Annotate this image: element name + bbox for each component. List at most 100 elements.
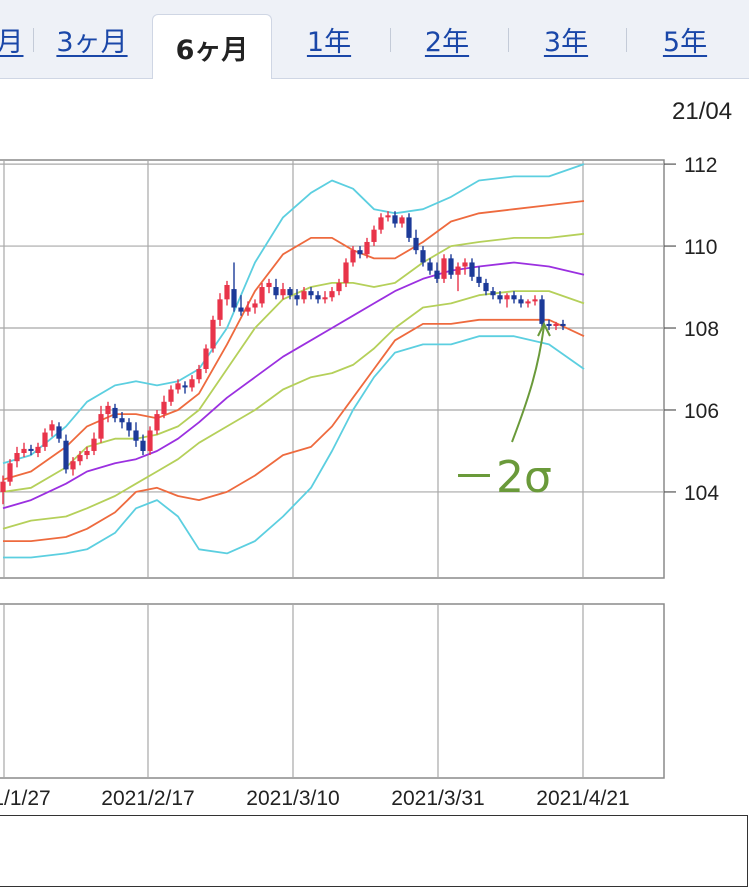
candle-body: [168, 389, 174, 402]
candle-body: [546, 323, 552, 326]
candle-body: [105, 405, 111, 415]
tab-3-years[interactable]: 3年: [543, 26, 589, 58]
candle-body: [140, 440, 146, 451]
candlesticks: [0, 211, 566, 505]
candle-body: [147, 430, 153, 451]
y-tick-label: 112: [684, 154, 717, 177]
candle-body: [56, 426, 62, 439]
candle-body: [336, 282, 342, 292]
candle-body: [28, 448, 34, 451]
plot-frame: [0, 159, 665, 579]
candle-body: [539, 299, 545, 324]
annotation-arrow-line: [511, 325, 545, 443]
candle-body: [175, 383, 181, 390]
candle-body: [448, 258, 454, 275]
candle-body: [350, 250, 356, 263]
y-tick-label: 106: [684, 400, 719, 423]
candle-body: [91, 438, 97, 451]
series-line-+3σ: [2, 163, 585, 465]
candle-body: [462, 262, 468, 267]
candle-body: [98, 414, 104, 439]
candle-body: [49, 424, 55, 431]
candle-body: [84, 450, 90, 456]
candle-body: [63, 440, 69, 470]
candle-body: [441, 258, 447, 279]
sigma-annotation: －2σ: [452, 321, 552, 503]
candle-body: [427, 262, 433, 271]
subplot-frame: [0, 603, 665, 779]
candle-body: [35, 446, 41, 454]
candle-body: [210, 319, 216, 349]
tab-2-years[interactable]: 2年: [424, 26, 470, 58]
candle-body: [420, 250, 426, 263]
candle-body: [231, 289, 237, 308]
candle-body: [511, 295, 517, 300]
candle-body: [287, 289, 293, 296]
date-label: 21/04: [672, 98, 733, 125]
candle-body: [161, 401, 167, 415]
candle-body: [259, 287, 265, 304]
candle-body: [553, 323, 559, 326]
candle-body: [406, 217, 412, 238]
candle-body: [518, 299, 524, 304]
x-axis: 2021/1/27 2021/2/17 2021/3/10 2021/3/31 2021…: [0, 787, 630, 810]
tab-separator: [508, 28, 509, 52]
candle-body: [217, 299, 223, 320]
candle-body: [560, 323, 566, 326]
candle-body: [532, 299, 538, 302]
candle-body: [490, 291, 496, 296]
candle-body: [434, 270, 440, 279]
y-tick-label: 108: [684, 318, 719, 341]
candle-body: [0, 481, 6, 492]
tab-1-month[interactable]: 月: [0, 26, 24, 58]
annotation-arrow-head: [537, 321, 551, 337]
candle-body: [280, 289, 286, 296]
candle-body: [315, 295, 321, 300]
candle-body: [252, 303, 258, 308]
candle-body: [126, 422, 132, 431]
candle-body: [385, 215, 391, 218]
candle-body: [133, 430, 139, 441]
tab-separator: [390, 28, 391, 52]
candle-body: [154, 414, 160, 431]
tab-1-year[interactable]: 1年: [306, 26, 352, 58]
tab-separator: [33, 28, 34, 52]
candle-body: [364, 241, 370, 255]
tab-3-months[interactable]: 3ヶ月: [56, 26, 128, 58]
series-line--1σ: [2, 290, 585, 530]
candle-body: [371, 229, 377, 242]
candle-body: [504, 295, 510, 300]
x-tick-label: 2021/2/17: [101, 787, 194, 810]
y-tick-label: 110: [684, 236, 717, 259]
candle-body: [322, 297, 328, 300]
candle-body: [21, 448, 27, 454]
candle-body: [469, 262, 475, 277]
candle-body: [189, 379, 195, 388]
y-tick-label: 104: [684, 482, 719, 505]
candle-body: [238, 307, 244, 312]
candle-body: [301, 291, 307, 300]
candle-body: [399, 217, 405, 224]
candle-body: [42, 432, 48, 447]
tab-6-months[interactable]: 6ヶ月: [152, 14, 272, 79]
candle-body: [455, 266, 461, 275]
x-tick-label: 2021/3/31: [391, 787, 484, 810]
tab-5-years[interactable]: 5年: [662, 26, 708, 58]
candle-body: [525, 301, 531, 304]
candle-body: [497, 295, 503, 300]
candle-body: [392, 215, 398, 224]
candle-body: [294, 295, 300, 300]
candle-body: [7, 463, 13, 482]
price-panel: 112 110 108 106 104: [0, 154, 719, 579]
tab-separator: [626, 28, 627, 52]
indicator-panel: [0, 603, 665, 779]
candle-body: [224, 284, 230, 300]
candle-body: [77, 455, 83, 462]
candle-body: [245, 307, 251, 312]
candle-body: [329, 291, 335, 298]
candle-body: [308, 291, 314, 296]
candle-body: [483, 282, 489, 292]
legend-box: [0, 815, 748, 887]
candle-body: [14, 453, 20, 462]
